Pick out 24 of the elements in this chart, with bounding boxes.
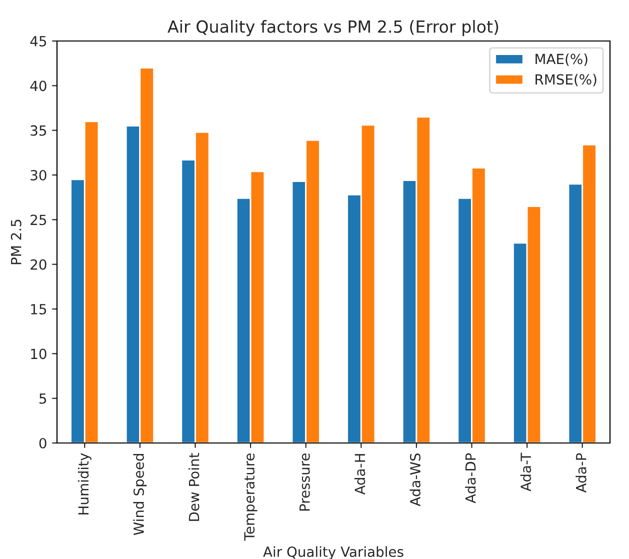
x-tick-label: Ada-P: [576, 453, 586, 493]
y-tick-label: 10: [31, 348, 46, 360]
x-tick-label: Ada-WS: [410, 453, 420, 506]
x-tick-label: Ada-H: [354, 454, 366, 495]
x-tick-label: Pressure: [300, 453, 310, 511]
y-tick-label: 0: [39, 438, 46, 448]
y-tick-label: 5: [40, 393, 46, 404]
legend-label: RMSE(%): [536, 74, 596, 86]
legend-label: MAE(%): [536, 54, 588, 66]
x-tick-label: Ada-T: [520, 452, 532, 492]
x-tick-label: Temperature: [244, 453, 258, 541]
y-tick-label: 25: [30, 214, 46, 226]
x-tick-label: Humidity: [78, 453, 92, 514]
y-tick-label: 15: [31, 304, 46, 314]
x-tick-label: Dew Point: [188, 453, 200, 521]
x-tick-label: Wind Speed: [133, 454, 147, 536]
y-tick-label: 40: [30, 80, 46, 92]
chart-title: Air Quality factors vs PM 2.5 (Error plot): [168, 20, 498, 36]
y-tick-label: 20: [30, 259, 46, 270]
y-tick-label: 45: [30, 36, 46, 46]
y-axis-title: PM 2.5: [10, 220, 22, 264]
y-tick-label: 35: [30, 125, 46, 136]
x-tick-label: Ada-DP: [465, 453, 476, 504]
y-tick-label: 30: [30, 170, 46, 180]
